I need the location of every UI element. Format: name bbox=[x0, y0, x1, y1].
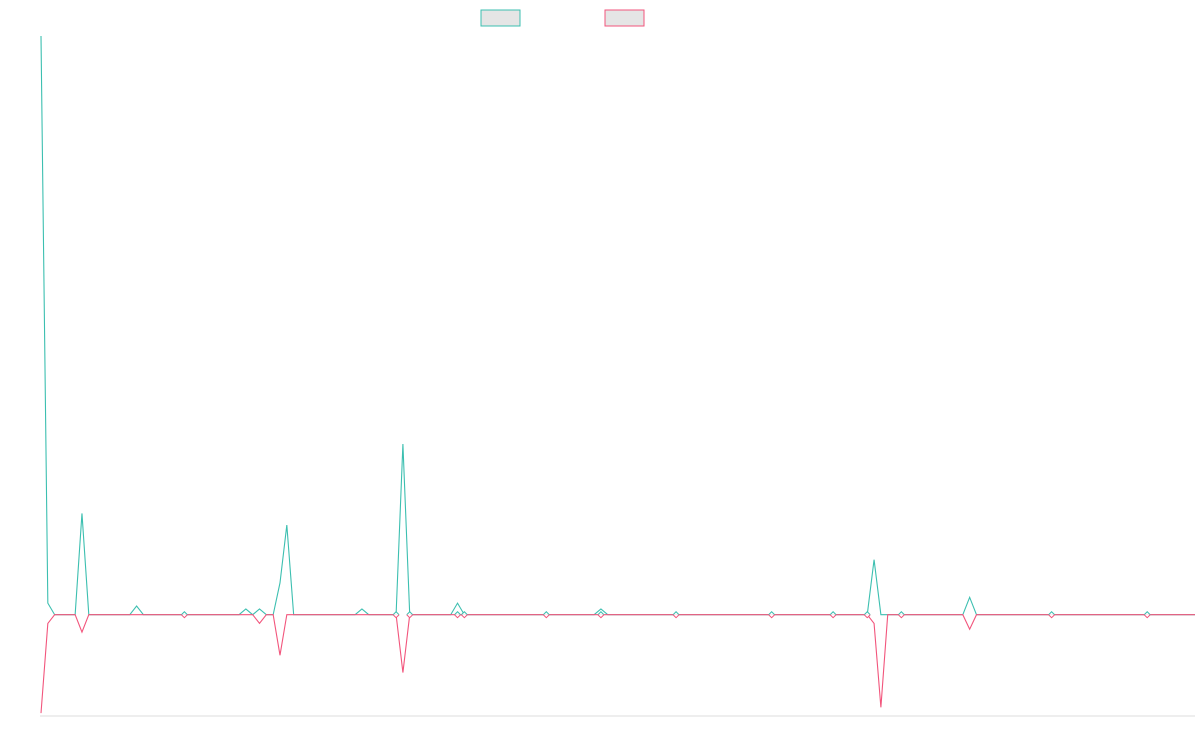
marker-series-a bbox=[461, 611, 468, 616]
marker-series-b bbox=[542, 614, 550, 619]
legend-swatch-series-b[interactable] bbox=[604, 9, 645, 27]
marker-series-b bbox=[768, 614, 775, 619]
marker-series-b bbox=[863, 614, 871, 619]
marker-series-b bbox=[1143, 614, 1151, 619]
line-series-b bbox=[40, 614, 1195, 714]
marker-series-b bbox=[392, 614, 400, 619]
marker-series-a bbox=[392, 611, 400, 616]
marker-series-b bbox=[461, 614, 468, 619]
legend-swatch-series-a[interactable] bbox=[480, 9, 521, 27]
marker-series-b bbox=[1048, 614, 1055, 619]
marker-series-b bbox=[898, 614, 905, 619]
marker-series-a bbox=[406, 611, 414, 616]
marker-series-a bbox=[181, 611, 188, 616]
marker-series-a bbox=[1143, 611, 1151, 616]
line-series-a bbox=[40, 35, 1195, 616]
marker-series-b bbox=[597, 614, 605, 619]
marker-series-b bbox=[181, 614, 188, 619]
marker-series-a bbox=[768, 611, 775, 616]
marker-series-a bbox=[454, 611, 461, 616]
marker-series-b bbox=[829, 614, 837, 619]
marker-series-a bbox=[1048, 611, 1055, 616]
marker-series-a bbox=[672, 611, 680, 616]
marker-series-a bbox=[898, 611, 905, 616]
plot-area bbox=[40, 35, 1195, 714]
marker-series-a bbox=[542, 611, 550, 616]
marker-series-a bbox=[829, 611, 837, 616]
marker-series-b bbox=[672, 614, 680, 619]
marker-series-a bbox=[597, 611, 605, 616]
marker-series-b bbox=[406, 614, 414, 619]
legend bbox=[480, 9, 645, 27]
marker-series-a bbox=[863, 611, 871, 616]
marker-series-b bbox=[454, 614, 461, 619]
